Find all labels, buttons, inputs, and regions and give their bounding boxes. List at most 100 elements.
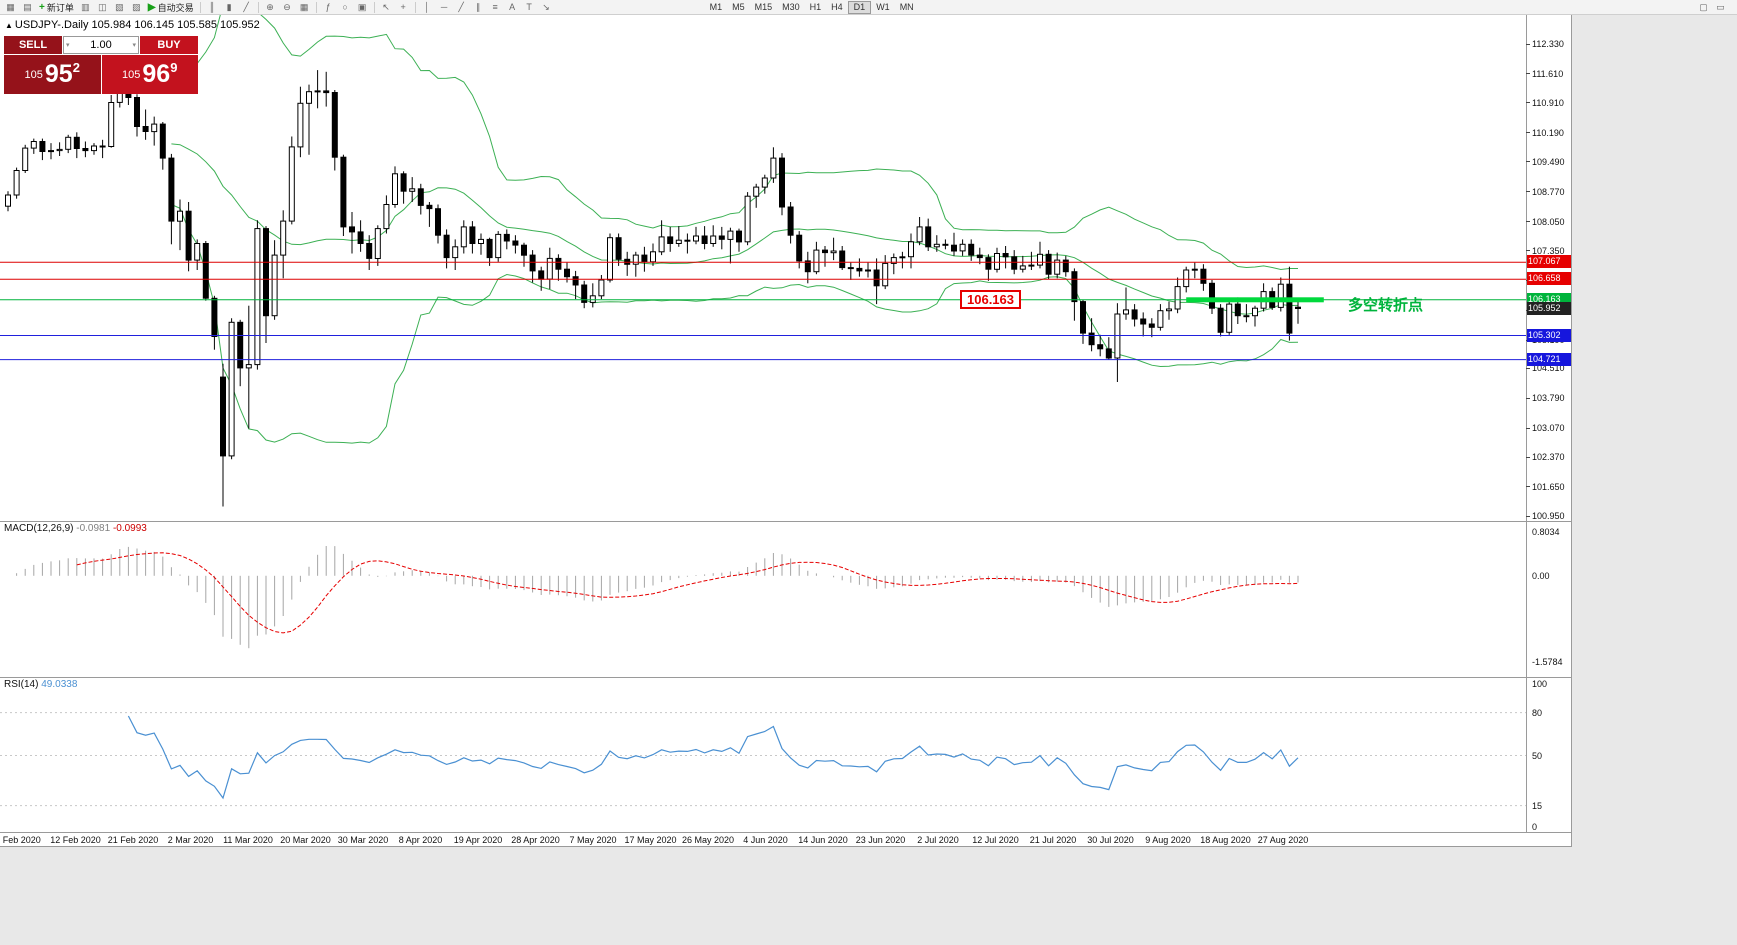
timeframe-M1[interactable]: M1 <box>709 1 723 12</box>
new-chart-icon[interactable]: ▦ <box>3 1 18 14</box>
sell-price-button[interactable]: 105 95 2 <box>4 55 101 94</box>
auto-trading-button[interactable]: ▶ 自动交易 <box>145 1 197 14</box>
rsi-scale-label: 15 <box>1532 800 1543 811</box>
vertical-line-icon[interactable]: │ <box>420 1 435 14</box>
timeframe-M5[interactable]: M5 <box>732 1 745 12</box>
price-tick: 109.490 <box>1532 156 1565 167</box>
navigator-icon[interactable]: ▧ <box>112 1 127 14</box>
profiles-icon: ▤ <box>23 1 32 12</box>
horizontal-line-icon: ─ <box>440 2 448 12</box>
navigator-icon: ▧ <box>115 1 124 12</box>
cursor-icon[interactable]: ↖ <box>379 1 394 14</box>
sell-button[interactable]: SELL <box>4 36 62 54</box>
buy-button[interactable]: BUY <box>140 36 198 54</box>
rsi-scale-label: 80 <box>1532 707 1543 718</box>
macd-name: MACD(12,26,9) <box>4 523 74 534</box>
symbol-timeframe: USDJPY-.Daily <box>14 19 89 31</box>
price-tick-mark <box>1526 515 1530 517</box>
price-level-annotation[interactable]: 106.163 <box>960 290 1021 309</box>
price-tick-mark <box>1526 367 1530 369</box>
rsi-scale-label: 100 <box>1532 679 1548 689</box>
date-label: 17 May 2020 <box>624 835 677 845</box>
timeframe-D1[interactable]: D1 <box>847 0 872 14</box>
timeframe-H4[interactable]: H4 <box>831 1 843 12</box>
timeframe-W1[interactable]: W1 <box>876 1 890 12</box>
arrows-icon[interactable]: ↘ <box>539 1 554 14</box>
text-icon[interactable]: A <box>505 1 520 14</box>
channel-icon: ∥ <box>475 1 481 12</box>
periods-icon[interactable]: ○ <box>338 1 353 14</box>
date-label: 19 Apr 2020 <box>453 835 503 845</box>
chart-ticker: ▲ USDJPY-.Daily 105.984 106.145 105.585 1… <box>5 19 260 31</box>
volume-field[interactable]: ▾ 1.00 ▾ <box>63 36 139 54</box>
profiles-icon[interactable]: ▤ <box>20 1 35 14</box>
text-label-icon: T <box>526 2 532 12</box>
timeframe-M30[interactable]: M30 <box>782 1 800 12</box>
price-tick: 108.050 <box>1532 216 1565 227</box>
price-label: 107.067 <box>1527 255 1571 269</box>
chart-window[interactable]: ▲ USDJPY-.Daily 105.984 106.145 105.585 1… <box>0 15 1572 847</box>
window-icon-1[interactable]: ▢ <box>1696 1 1711 14</box>
price-tick: 110.910 <box>1532 97 1564 108</box>
volume-decrease-icon[interactable]: ▾ <box>66 42 70 49</box>
data-window-icon[interactable]: ◫ <box>95 1 110 14</box>
candlestick-chart[interactable] <box>0 15 1526 521</box>
macd-indicator-chart[interactable] <box>0 521 1526 677</box>
panel-separator[interactable] <box>0 521 1571 522</box>
zoom-in-icon[interactable]: ⊕ <box>263 1 278 14</box>
one-click-trading-panel: SELL ▾ 1.00 ▾ BUY 105 95 2 105 96 9 <box>4 36 198 94</box>
horizontal-line-icon[interactable]: ─ <box>437 1 452 14</box>
candlestick-chart-icon[interactable]: ▮ <box>222 1 237 14</box>
symbol-arrow-icon: ▲ <box>5 21 13 30</box>
text-label-icon[interactable]: T <box>522 1 537 14</box>
trendline-icon: ╱ <box>458 1 464 12</box>
price-tick: 108.770 <box>1532 186 1565 197</box>
toolbar-separator <box>315 1 317 13</box>
price-tick: 103.790 <box>1532 393 1565 404</box>
crosshair-icon[interactable]: + <box>396 1 411 14</box>
templates-icon[interactable]: ▣ <box>355 1 370 14</box>
line-chart-icon: ╱ <box>243 1 249 12</box>
price-label: 106.658 <box>1527 272 1571 286</box>
new-order-button[interactable]: + 新订单 <box>36 1 77 14</box>
terminal-icon: ▨ <box>132 1 141 12</box>
toolbar: ▦ ▤ + 新订单 ▥ ◫ ▧ ▨ ▶ 自动交易 ║ ▮ ╱ ⊕ ⊖ ▦ ƒ ○ ▣ ↖ + │ ─ ╱ ∥ ≡ A T ↘ M1 M5 M… <box>0 0 1737 15</box>
fibonacci-icon[interactable]: ≡ <box>488 1 503 14</box>
auto-trading-button-label: 自动交易 <box>157 2 194 13</box>
price-tick: 101.650 <box>1532 481 1565 492</box>
window-icon-2[interactable]: ▭ <box>1713 1 1728 14</box>
volume-value[interactable]: 1.00 <box>90 39 112 51</box>
volume-increase-icon[interactable]: ▾ <box>132 42 136 49</box>
channel-icon[interactable]: ∥ <box>471 1 486 14</box>
timeframe-MN[interactable]: MN <box>899 1 914 12</box>
terminal-icon[interactable]: ▨ <box>129 1 144 14</box>
zoom-out-icon[interactable]: ⊖ <box>280 1 295 14</box>
price-label: 105.952 <box>1527 301 1571 315</box>
turning-point-label[interactable]: 多空转折点 <box>1348 297 1424 314</box>
panel-separator[interactable] <box>0 677 1571 678</box>
price-tick-mark <box>1526 250 1530 252</box>
date-label: 8 Apr 2020 <box>398 835 443 845</box>
price-tick-mark <box>1526 191 1530 193</box>
rsi-indicator-chart[interactable] <box>0 677 1526 832</box>
buy-price-button[interactable]: 105 96 9 <box>101 55 198 94</box>
price-tick-mark <box>1526 132 1530 134</box>
buy-price-main: 96 <box>142 60 171 88</box>
zoom-in-icon: ⊕ <box>266 1 274 12</box>
date-label: 3 Feb 2020 <box>0 835 41 845</box>
time-axis[interactable]: 3 Feb 2020 12 Feb 2020 21 Feb 2020 2 Mar 20… <box>0 833 1526 846</box>
indicators-icon[interactable]: ƒ <box>321 1 336 14</box>
macd-scale-label: 0.8034 <box>1532 526 1560 537</box>
timeframe-group: M1 M5 M15 M30 H1 H4 D1 W1 MN <box>705 0 919 15</box>
line-chart-icon[interactable]: ╱ <box>239 1 254 14</box>
fibonacci-icon: ≡ <box>492 2 498 12</box>
bar-chart-icon[interactable]: ║ <box>205 1 220 14</box>
timeframe-H1[interactable]: H1 <box>809 1 822 12</box>
timeframe-M15[interactable]: M15 <box>754 1 773 12</box>
tile-windows-icon[interactable]: ▦ <box>297 1 312 14</box>
market-watch-icon[interactable]: ▥ <box>78 1 93 14</box>
date-label: 30 Jul 2020 <box>1087 835 1134 845</box>
tile-windows-icon: ▦ <box>299 1 309 12</box>
trendline-icon[interactable]: ╱ <box>454 1 469 14</box>
